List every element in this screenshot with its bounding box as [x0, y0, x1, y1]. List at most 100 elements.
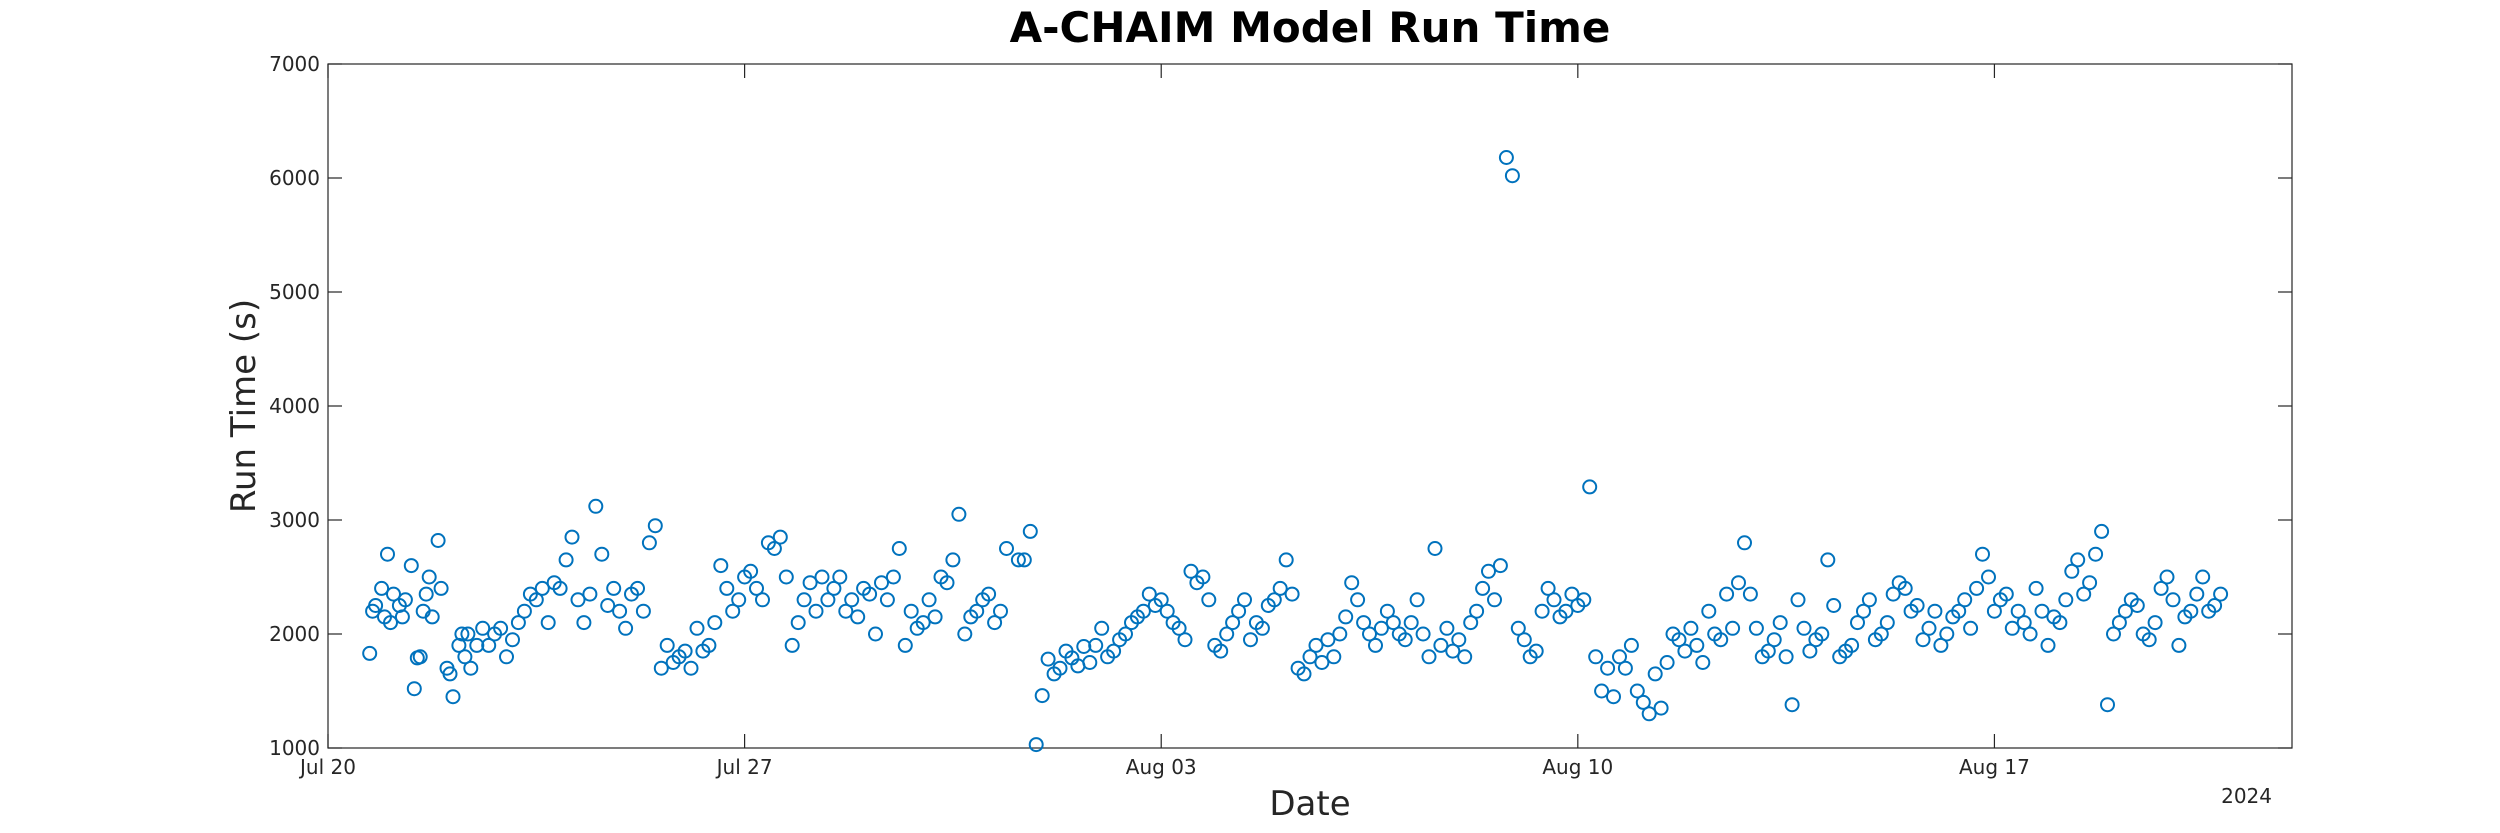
data-point: [981, 586, 997, 602]
data-point: [743, 563, 759, 579]
data-point: [1772, 615, 1788, 631]
data-point: [1623, 637, 1639, 653]
y-tick-label: 2000: [269, 622, 320, 646]
axis-ticks: 1000 2000 3000 4000 5000 6000 7000 Jul 20 Jul 27…: [269, 52, 2292, 779]
x-tick-label: Jul 27: [715, 755, 773, 779]
data-point: [1594, 683, 1610, 699]
x-axis-year-label: 2024: [2221, 784, 2272, 808]
data-point: [454, 626, 470, 642]
data-point: [2052, 615, 2068, 631]
data-point: [1237, 592, 1252, 608]
data-point: [1225, 615, 1241, 631]
data-point: [1558, 603, 1574, 619]
data-point: [2171, 637, 2187, 653]
data-point: [1379, 603, 1395, 619]
data-point: [1219, 626, 1235, 642]
data-point: [1254, 620, 1270, 636]
data-point: [1582, 479, 1598, 495]
data-point: [868, 626, 883, 642]
data-point: [2117, 603, 2133, 619]
data-point: [1141, 586, 1157, 602]
data-point: [421, 569, 437, 585]
y-tick-label: 7000: [269, 52, 320, 76]
data-point: [1635, 694, 1651, 710]
data-point: [463, 660, 479, 676]
data-point: [945, 552, 961, 568]
data-point: [1784, 697, 1800, 713]
chart-title: A-CHAIM Model Run Time: [1010, 3, 1611, 52]
y-tick-label: 1000: [269, 736, 320, 760]
data-point: [796, 592, 812, 608]
data-point: [2106, 626, 2121, 642]
data-point: [1915, 632, 1931, 648]
data-point: [1344, 575, 1360, 591]
data-point: [1278, 552, 1294, 568]
data-point: [582, 586, 598, 602]
data-point: [1516, 632, 1532, 648]
data-point: [1421, 649, 1437, 665]
data-point: [564, 529, 580, 545]
data-point: [1748, 620, 1764, 636]
x-tick-label: Aug 17: [1959, 755, 2030, 779]
data-point: [1231, 603, 1247, 619]
data-point: [1332, 626, 1348, 642]
data-point: [1201, 592, 1217, 608]
data-point: [1969, 580, 1985, 596]
data-point: [1975, 546, 1990, 562]
data-point: [1326, 649, 1342, 665]
data-point: [1742, 586, 1758, 602]
data-point: [2147, 615, 2163, 631]
data-point: [683, 660, 699, 676]
data-point: [2022, 626, 2038, 642]
data-point: [1933, 637, 1949, 653]
data-point: [380, 546, 395, 562]
data-point: [510, 615, 526, 631]
data-point: [713, 558, 729, 574]
data-point: [2016, 615, 2032, 631]
data-point: [1296, 666, 1312, 682]
data-point: [1629, 683, 1645, 699]
data-point: [2153, 580, 2169, 596]
data-point: [755, 592, 770, 608]
data-point: [1338, 609, 1354, 625]
data-point: [1481, 563, 1496, 579]
data-point: [528, 592, 544, 608]
x-axis-label: Date: [1269, 784, 1350, 824]
data-point: [2141, 632, 2157, 648]
data-point: [969, 603, 985, 619]
data-point: [1082, 655, 1098, 670]
data-point: [1546, 592, 1562, 608]
data-point: [1695, 655, 1711, 670]
data-point: [383, 615, 398, 631]
data-point: [653, 660, 669, 676]
data-point: [1921, 620, 1937, 636]
x-tick-label: Aug 10: [1542, 755, 1613, 779]
data-point: [641, 535, 657, 551]
data-point: [1653, 700, 1669, 716]
data-point: [826, 580, 842, 596]
data-point: [1463, 615, 1479, 631]
data-point: [915, 615, 931, 631]
data-point: [1576, 592, 1592, 608]
data-point: [772, 529, 788, 545]
data-point: [558, 552, 574, 568]
data-point: [1094, 620, 1110, 636]
data-point: [808, 603, 824, 619]
data-point: [927, 609, 943, 625]
data-point: [403, 558, 419, 574]
data-point: [659, 637, 675, 653]
data-point: [2028, 580, 2044, 596]
data-point: [1689, 637, 1705, 653]
data-point: [951, 506, 967, 522]
y-axis-label: Run Time (s): [224, 299, 264, 513]
data-point: [707, 615, 723, 631]
data-point: [1606, 689, 1621, 705]
data-point: [2040, 637, 2056, 653]
y-tick-label: 5000: [269, 280, 320, 304]
data-point: [635, 603, 651, 619]
data-point: [430, 533, 446, 548]
data-point: [2064, 563, 2080, 579]
data-point: [790, 615, 806, 631]
data-point: [505, 632, 520, 648]
